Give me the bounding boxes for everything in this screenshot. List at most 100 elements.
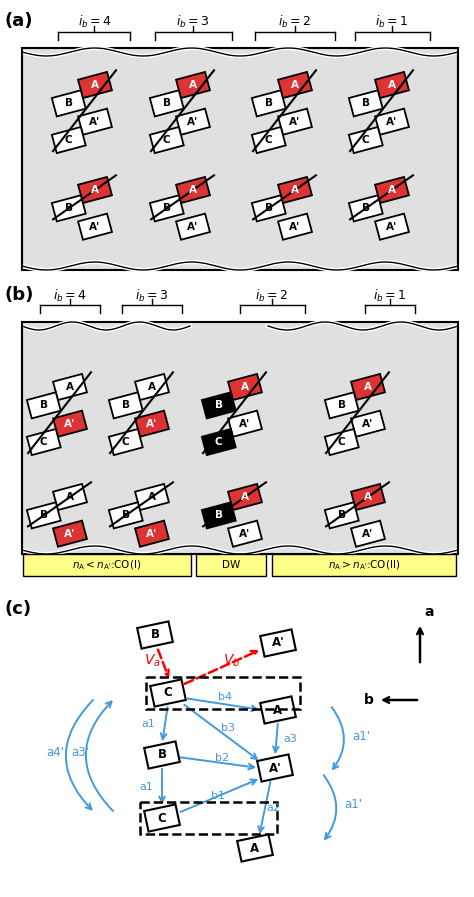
- Text: A: A: [250, 841, 260, 855]
- Text: A': A': [363, 419, 374, 429]
- Text: A': A': [386, 222, 398, 231]
- Bar: [146, 677, 300, 709]
- Bar: [278, 177, 312, 203]
- Text: $i_b=1$: $i_b=1$: [373, 288, 407, 304]
- Bar: [375, 213, 409, 239]
- Bar: [53, 374, 87, 400]
- Text: A': A': [363, 528, 374, 539]
- Text: A': A': [386, 117, 398, 126]
- Text: C: C: [122, 437, 129, 447]
- Text: C: C: [338, 437, 346, 447]
- Bar: [78, 177, 112, 203]
- Bar: [52, 127, 86, 153]
- Bar: [202, 392, 236, 418]
- Text: A': A': [272, 637, 284, 649]
- Text: C: C: [65, 135, 73, 145]
- Bar: [109, 392, 143, 418]
- Text: A': A': [64, 419, 76, 429]
- Text: C: C: [163, 135, 171, 145]
- Bar: [150, 196, 184, 222]
- Text: B: B: [163, 204, 171, 213]
- Bar: [135, 411, 169, 437]
- Text: a2: a2: [266, 803, 280, 813]
- Bar: [252, 91, 286, 117]
- Bar: [257, 754, 293, 781]
- Text: a4': a4': [46, 746, 64, 759]
- Text: B: B: [338, 400, 346, 410]
- Bar: [375, 109, 409, 135]
- Bar: [351, 520, 385, 547]
- Bar: [150, 91, 184, 117]
- Bar: [176, 213, 210, 239]
- Bar: [278, 213, 312, 239]
- Bar: [52, 196, 86, 222]
- Bar: [349, 196, 383, 222]
- Text: A': A': [146, 528, 158, 539]
- Text: B: B: [151, 629, 159, 641]
- Bar: [260, 696, 296, 724]
- Text: $n_{\rm A}<n_{{\rm A}^{\prime}}$:CO(I): $n_{\rm A}<n_{{\rm A}^{\prime}}$:CO(I): [73, 558, 142, 571]
- Text: $i_b=3$: $i_b=3$: [135, 288, 169, 304]
- Bar: [22, 48, 458, 270]
- Text: A: A: [189, 185, 197, 195]
- Text: A: A: [291, 80, 299, 90]
- Bar: [351, 411, 385, 437]
- Bar: [78, 213, 112, 239]
- Bar: [228, 520, 262, 547]
- Text: A: A: [148, 492, 156, 502]
- Text: A: A: [91, 80, 99, 90]
- Text: B: B: [40, 400, 48, 410]
- Text: A': A': [90, 117, 100, 126]
- Bar: [202, 429, 236, 455]
- Text: $V_a$: $V_a$: [144, 653, 160, 669]
- Text: A': A': [289, 222, 301, 231]
- Bar: [135, 484, 169, 510]
- Text: a: a: [424, 605, 434, 619]
- Text: C: C: [215, 437, 223, 447]
- Bar: [140, 802, 277, 834]
- Text: A': A': [90, 222, 100, 231]
- Text: B: B: [265, 204, 273, 213]
- Bar: [196, 554, 266, 576]
- Text: A: A: [241, 492, 249, 502]
- Text: A': A': [269, 762, 282, 774]
- Text: b1: b1: [211, 791, 225, 801]
- Bar: [260, 630, 296, 657]
- Bar: [23, 554, 191, 576]
- Bar: [176, 72, 210, 98]
- Bar: [349, 91, 383, 117]
- Text: A': A': [187, 222, 199, 231]
- Bar: [27, 429, 61, 455]
- Bar: [52, 91, 86, 117]
- Bar: [135, 520, 169, 547]
- Text: a1: a1: [139, 782, 153, 792]
- Text: B: B: [122, 400, 130, 410]
- Text: A': A': [239, 528, 251, 539]
- Text: a1: a1: [141, 719, 155, 729]
- Text: A': A': [64, 528, 76, 539]
- Text: $i_b=3$: $i_b=3$: [176, 14, 210, 30]
- Text: A': A': [239, 419, 251, 429]
- Bar: [27, 502, 61, 528]
- Text: A: A: [66, 492, 74, 502]
- Bar: [351, 374, 385, 400]
- Text: C: C: [40, 437, 47, 447]
- Text: C: C: [265, 135, 273, 145]
- Bar: [325, 502, 359, 528]
- Text: A: A: [364, 382, 372, 392]
- Text: $V_b$: $V_b$: [223, 653, 241, 669]
- Bar: [150, 127, 184, 153]
- Bar: [53, 411, 87, 437]
- Text: B: B: [163, 99, 171, 109]
- Text: B: B: [65, 204, 73, 213]
- Text: C: C: [164, 686, 173, 700]
- Text: A: A: [148, 382, 156, 392]
- Bar: [349, 127, 383, 153]
- Text: A': A': [146, 419, 158, 429]
- Text: a3': a3': [71, 746, 89, 759]
- Text: A: A: [388, 185, 396, 195]
- Text: A: A: [66, 382, 74, 392]
- Text: $i_b=4$: $i_b=4$: [53, 288, 87, 304]
- Text: A: A: [91, 185, 99, 195]
- Text: A: A: [241, 382, 249, 392]
